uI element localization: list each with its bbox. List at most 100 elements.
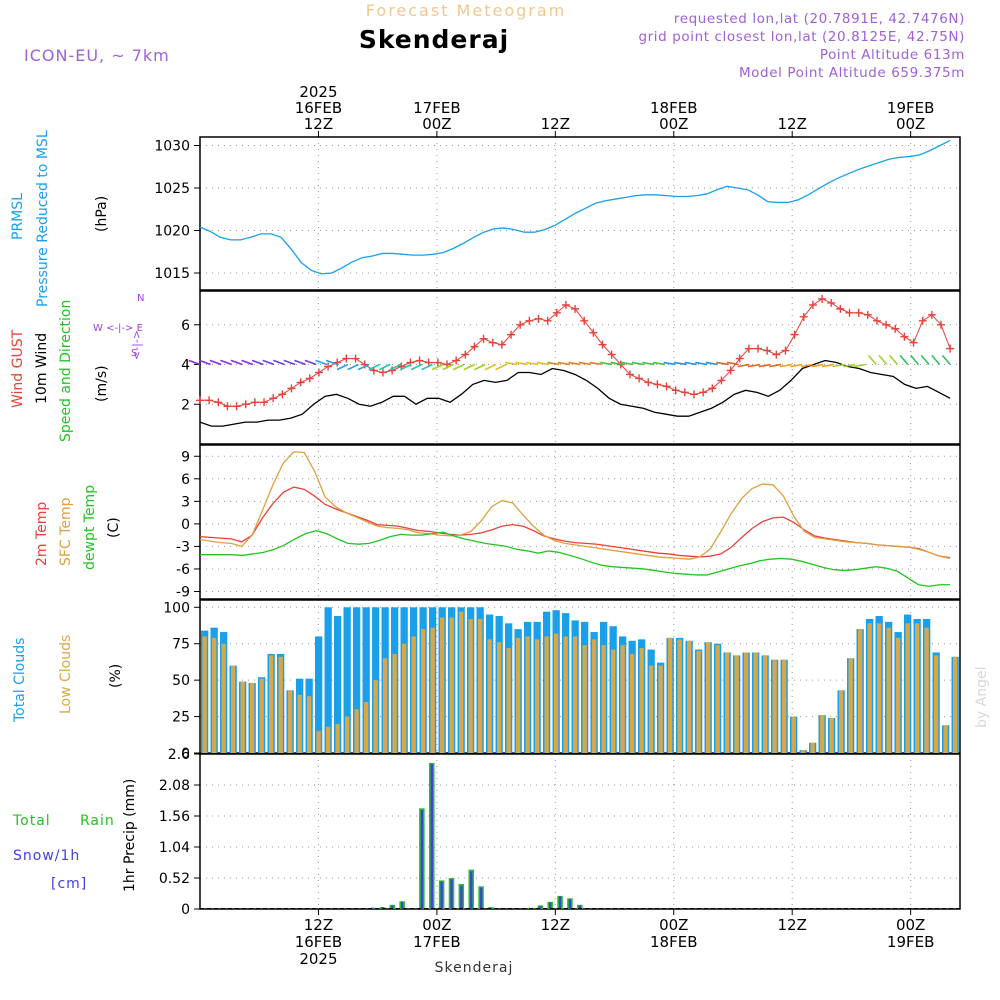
wind-direction-arrow xyxy=(578,361,592,366)
cloud-bar-low xyxy=(601,645,606,753)
cloud-bar-low xyxy=(231,665,236,753)
wind-direction-arrow xyxy=(705,361,718,366)
gust-marker xyxy=(342,354,351,363)
wind-direction-arrow xyxy=(920,354,930,366)
cloud-bar-low xyxy=(753,652,758,753)
cloud-bar-low xyxy=(544,636,549,753)
pressure-line xyxy=(199,139,951,275)
y-tick-label: 25 xyxy=(172,710,190,726)
panel-pressure: 1015 1020 1025 1030 PRMSL Pressure Reduced to… xyxy=(10,130,961,307)
gust-marker xyxy=(507,330,516,339)
gust-marker xyxy=(205,396,214,405)
gust-marker xyxy=(699,388,708,397)
gust-marker xyxy=(571,304,580,313)
gust-marker xyxy=(680,388,689,397)
wind-direction-arrow xyxy=(832,363,845,368)
cloud-bar-low xyxy=(744,652,749,753)
cloud-bar-low xyxy=(820,715,825,753)
cloud-bar-low xyxy=(915,623,920,753)
gust-marker xyxy=(772,350,781,359)
cloud-bar-low xyxy=(535,639,540,753)
gust-marker xyxy=(845,308,854,317)
temp-line-2 xyxy=(200,529,951,587)
cloud-bar-low xyxy=(639,648,644,753)
cloud-bar-low xyxy=(886,627,891,753)
gust-marker xyxy=(644,378,653,387)
cloud-bar-low xyxy=(848,658,853,753)
wind-direction-arrow xyxy=(515,361,528,366)
cloud-bar-low xyxy=(801,750,806,753)
cloud-bar-low xyxy=(554,633,559,753)
panel-clouds: 0 25 50 75 100 Total Clouds Low Clouds (%) xyxy=(12,599,961,762)
bottom-time-label: 2025 xyxy=(299,950,337,968)
gust-marker xyxy=(424,358,433,367)
gust-marker xyxy=(653,380,662,389)
gust-marker xyxy=(278,390,287,399)
cloud-bar-low xyxy=(345,716,350,753)
cloud-bar-low xyxy=(459,611,464,753)
wind-direction-arrow xyxy=(484,363,497,371)
gust-marker xyxy=(324,362,333,371)
precip-bar-snow xyxy=(479,887,483,909)
y-tick-label: 2 xyxy=(181,397,190,413)
gust-line xyxy=(200,298,951,407)
panel-precip: 0 0.52 1.04 1.56 2.08 2.6 Total Rain Snow/1h [cm]… xyxy=(12,747,961,918)
top-time-label: 18FEB xyxy=(650,99,697,117)
compass-north: N xyxy=(137,293,144,304)
cloud-bar-low xyxy=(430,627,435,753)
cloud-bar-low xyxy=(839,690,844,753)
cloud-bar-low xyxy=(383,658,388,753)
cloud-bar-low xyxy=(269,655,274,753)
wind-direction-arrow xyxy=(463,363,476,371)
ylabel-line: [cm] xyxy=(51,876,87,892)
wind-direction-arrow xyxy=(600,361,613,366)
wind-direction-arrow xyxy=(504,361,518,366)
wind-direction-arrow xyxy=(526,361,539,366)
cloud-bar-low xyxy=(573,636,578,753)
cloud-bar-low xyxy=(212,637,217,753)
gust-marker xyxy=(726,366,735,375)
cloud-bar-low xyxy=(525,636,530,753)
y-tick-label: 1015 xyxy=(154,266,190,282)
top-time-label: 00Z xyxy=(659,115,688,133)
y-tick-label: -3 xyxy=(176,539,190,555)
precip-bar-snow xyxy=(539,906,542,909)
cloud-bar-low xyxy=(326,726,331,753)
gust-marker xyxy=(534,314,543,323)
wind-direction-arrow xyxy=(220,359,232,366)
cloud-bar-low xyxy=(278,656,283,753)
y-tick-label: 6 xyxy=(181,472,190,488)
y-tick-label: 1030 xyxy=(154,139,190,155)
gust-marker xyxy=(378,368,387,377)
gust-marker xyxy=(598,340,607,349)
y-tick-label: 1.04 xyxy=(159,840,190,856)
bottom-time-label: 00Z xyxy=(896,916,925,934)
wind-direction-arrow xyxy=(695,361,708,366)
wind-direction-arrow xyxy=(652,361,666,366)
gust-marker xyxy=(260,398,269,407)
precip-bar-snow xyxy=(400,901,404,909)
wind-direction-arrow xyxy=(674,361,687,366)
wind-direction-arrow xyxy=(663,361,676,366)
wind-direction-arrow xyxy=(779,363,792,368)
top-time-label: 2025 xyxy=(299,83,337,101)
cloud-bar-total xyxy=(334,616,342,753)
ylabel-line: Pressure Reduced to MSL xyxy=(35,130,51,307)
cloud-bar-low xyxy=(658,665,663,753)
precip-bar-snow xyxy=(558,896,562,909)
cloud-bar-low xyxy=(354,709,359,753)
gust-marker xyxy=(223,402,232,411)
wind-direction-arrow xyxy=(262,359,275,366)
gust-marker xyxy=(708,384,717,393)
cloud-bar-low xyxy=(478,618,483,753)
ylabel-unit: (C) xyxy=(106,517,122,538)
gust-marker xyxy=(269,394,278,403)
wind-direction-arrow xyxy=(315,359,328,366)
cloud-bar-low xyxy=(630,653,635,753)
wind-direction-arrow xyxy=(758,363,771,368)
cloud-bar-low xyxy=(668,637,673,753)
wind-direction-arrow xyxy=(589,361,602,366)
cloud-bar-low xyxy=(725,652,730,753)
cloud-bar-low xyxy=(221,643,226,753)
